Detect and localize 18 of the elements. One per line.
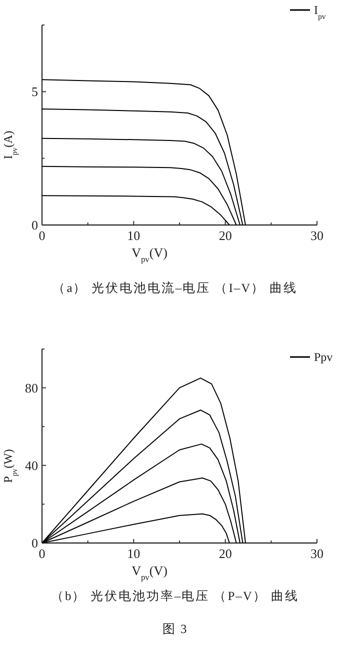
y-tick-label: 0 — [32, 218, 38, 232]
x-tick-label: 10 — [127, 546, 140, 561]
x-tick-label: 30 — [310, 546, 324, 561]
y-tick-label: 5 — [32, 84, 38, 100]
legend-label: Ppv — [314, 350, 333, 364]
legend-label: I$_{pv}$ — [314, 3, 326, 20]
y-tick-label: 0 — [32, 536, 38, 550]
x-axis-title: V$_{pv}$(V) — [132, 245, 168, 264]
text: （a） 光伏电池电流–电压 （I–V） 曲线 — [52, 280, 298, 295]
x-tick-label: 30 — [310, 228, 324, 243]
y-tick-label: 40 — [25, 458, 38, 473]
x-tick-label: 10 — [127, 228, 140, 243]
x-tick-label: 20 — [218, 228, 232, 243]
x-tick-label: 20 — [218, 546, 232, 561]
text: （b） 光伏电池功率–电压 （P–V） 曲线 — [50, 588, 300, 603]
x-axis-title: V$_{pv}$(V) — [132, 563, 168, 582]
caption: 图 3 — [162, 622, 188, 636]
y-tick-label: 80 — [25, 380, 38, 396]
